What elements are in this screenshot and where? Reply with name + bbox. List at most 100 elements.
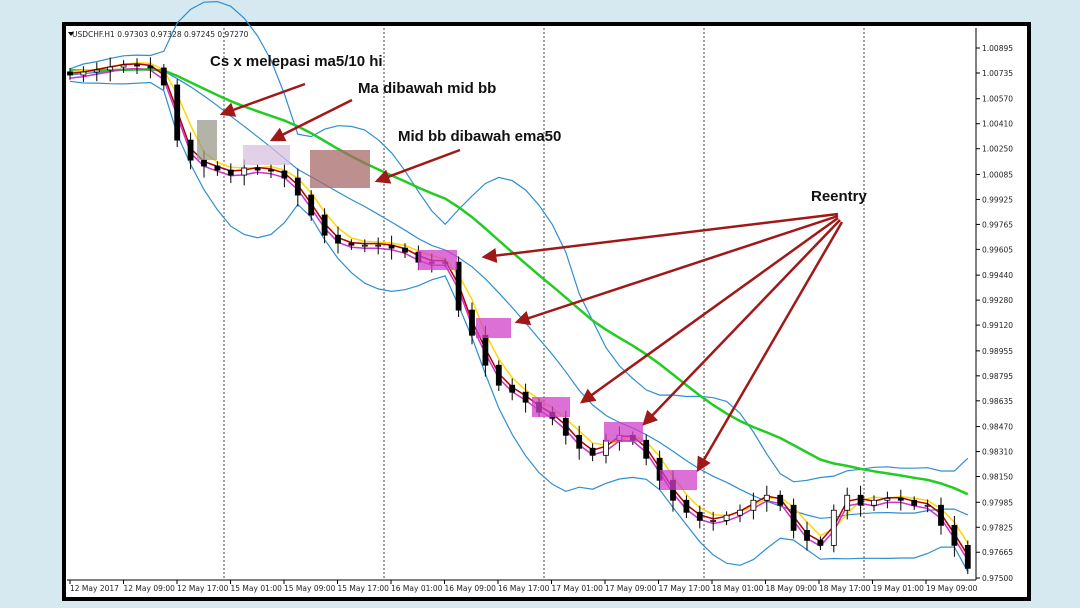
arrow-reentry-2 (514, 214, 839, 326)
signal-box-midbb (310, 150, 370, 188)
y-tick-label: 0.98635 (982, 397, 1013, 406)
reentry-box (604, 422, 643, 442)
x-tick-label: 16 May 17:00 (498, 584, 550, 593)
bear-candle (817, 539, 824, 546)
ma-yellow-line (69, 62, 969, 544)
bear-candle (897, 497, 904, 501)
bear-candle (509, 384, 516, 393)
bull-candle (723, 514, 730, 521)
annotation-arrows (219, 82, 844, 473)
bear-candle (335, 234, 341, 244)
bear-candle (227, 169, 234, 176)
x-tick-label: 18 May 01:00 (712, 584, 764, 593)
y-tick-label: 0.99765 (982, 220, 1013, 229)
reentry-box (532, 397, 570, 417)
y-tick-label: 1.00085 (982, 170, 1013, 179)
bear-candle (495, 364, 502, 386)
arrow-ma (269, 98, 353, 142)
bear-candle (321, 214, 328, 236)
y-tick-label: 0.98955 (982, 347, 1013, 356)
x-tick-label: 12 May 09:00 (124, 584, 176, 593)
bear-candle (804, 529, 810, 541)
bollinger-lower-line (69, 80, 969, 572)
arrow-reentry-1 (481, 212, 839, 263)
x-tick-label: 16 May 01:00 (391, 584, 443, 593)
y-tick-label: 1.00735 (982, 69, 1013, 78)
x-tick-label: 17 May 01:00 (552, 584, 604, 593)
bear-candle (201, 159, 207, 167)
y-tick-label: 0.99280 (982, 296, 1013, 305)
symbol-menu-icon[interactable] (68, 32, 74, 36)
x-tick-label: 19 May 01:00 (873, 584, 925, 593)
bear-candle (281, 170, 288, 179)
bull-candle (884, 497, 891, 501)
y-tick-label: 0.98310 (982, 448, 1013, 457)
x-tick-label: 15 May 01:00 (231, 584, 283, 593)
x-tick-label: 18 May 09:00 (766, 584, 818, 593)
y-tick-label: 1.00250 (982, 145, 1013, 154)
y-tick-label: 0.99605 (982, 245, 1013, 254)
arrow-reentry-4 (642, 219, 841, 426)
y-tick-label: 0.98470 (982, 423, 1013, 432)
bull-candle (763, 494, 770, 501)
bear-candle (455, 261, 462, 311)
y-tick-label: 0.97665 (982, 548, 1013, 557)
ema50-line (69, 68, 969, 496)
y-tick-label: 1.00570 (982, 95, 1013, 104)
bear-candle (214, 165, 221, 171)
y-tick-label: 0.97985 (982, 498, 1013, 507)
bear-candle (402, 247, 408, 253)
reentry-box (476, 318, 511, 338)
bull-candle (871, 499, 877, 506)
bull-candle (737, 509, 743, 516)
bull-candle (120, 64, 127, 68)
annotation-midbb: Mid bb dibawah ema50 (398, 128, 561, 145)
arrow-reentry-3 (579, 216, 839, 404)
bear-candle (482, 334, 489, 366)
reentry-box (418, 250, 457, 270)
x-tick-label: 19 May 09:00 (926, 584, 978, 593)
annotation-reentry: Reentry (811, 188, 868, 205)
y-tick-label: 0.99120 (982, 321, 1013, 330)
bear-candle (268, 169, 274, 172)
x-tick-label: 17 May 17:00 (659, 584, 711, 593)
bear-candle (308, 194, 315, 216)
x-tick-label: 12 May 2017 (70, 584, 119, 593)
bear-candle (938, 504, 944, 526)
bull-candle (710, 519, 717, 522)
bull-candle (603, 439, 609, 456)
bull-candle (924, 504, 931, 507)
bear-candle (643, 439, 650, 459)
bull-candle (830, 509, 837, 546)
y-tick-label: 1.00895 (982, 44, 1013, 53)
x-tick-label: 15 May 17:00 (338, 584, 390, 593)
bear-candle (656, 457, 663, 481)
bull-candle (750, 499, 757, 511)
y-tick-label: 0.99440 (982, 271, 1013, 280)
bear-candle (589, 447, 596, 456)
bear-candle (294, 177, 301, 196)
x-tick-label: 17 May 09:00 (605, 584, 657, 593)
bull-candle (80, 71, 87, 76)
y-tick-label: 0.99925 (982, 195, 1013, 204)
bear-candle (348, 242, 355, 246)
bear-candle (147, 65, 154, 69)
bear-candle (857, 494, 864, 506)
annotation-ma: Ma dibawah mid bb (358, 80, 496, 97)
bear-candle (134, 64, 140, 67)
x-tick-label: 12 May 17:00 (177, 584, 229, 593)
bull-candle (241, 167, 248, 176)
bear-candle (777, 494, 784, 506)
bear-candle (951, 524, 958, 546)
bear-candle (187, 139, 194, 161)
bull-candle (844, 494, 851, 511)
arrow-midbb (374, 148, 461, 184)
bull-candle (375, 244, 382, 247)
bear-candle (964, 544, 971, 569)
bull-candle (361, 244, 368, 247)
bear-candle (790, 504, 797, 531)
y-tick-label: 1.00410 (982, 120, 1013, 129)
symbol-info: USDCHF.H1 0.97303 0.97328 0.97245 0.9727… (72, 30, 249, 39)
arrow-cs (219, 82, 306, 117)
